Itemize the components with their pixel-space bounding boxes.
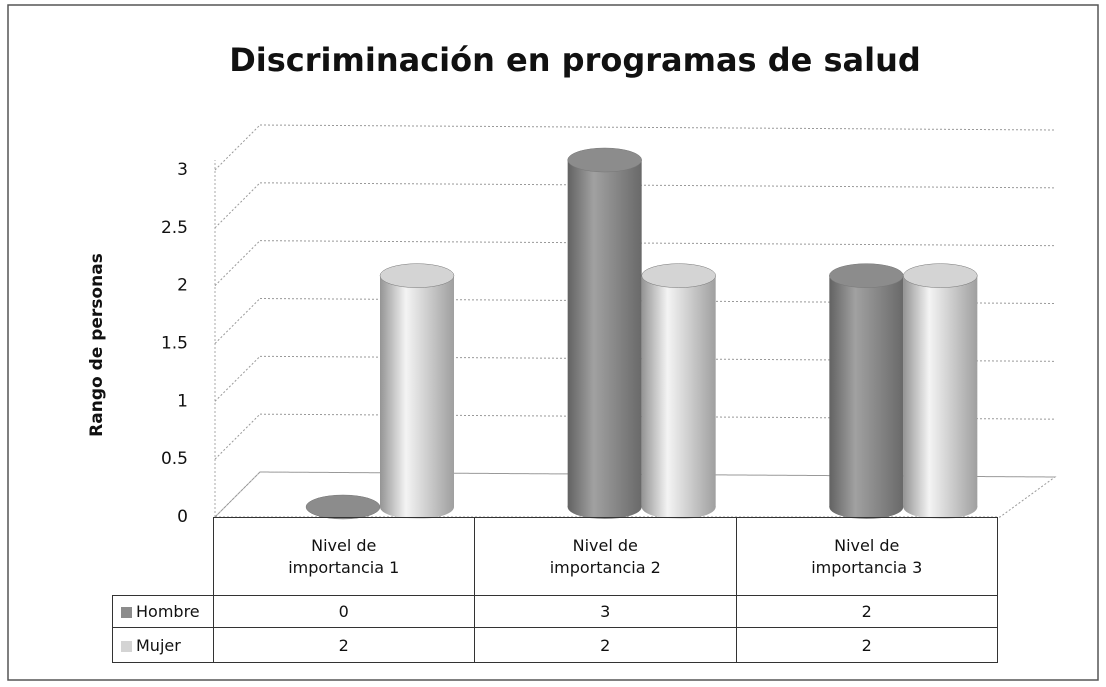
y-tick-label: 1.5 bbox=[161, 334, 188, 354]
y-tick-label: 0.5 bbox=[161, 449, 188, 469]
legend-cell: Hombre bbox=[112, 595, 214, 628]
grid-line bbox=[214, 182, 261, 229]
y-axis-label: Rango de personas bbox=[87, 253, 107, 437]
chart-border bbox=[7, 4, 1099, 681]
y-tick-label: 2 bbox=[177, 276, 188, 296]
bar-body bbox=[829, 275, 904, 507]
grid-line bbox=[214, 240, 261, 287]
grid-line bbox=[214, 124, 261, 171]
table-corner bbox=[112, 517, 214, 596]
table-category: Nivel de importancia 1 bbox=[212, 517, 475, 596]
table-value: 2 bbox=[474, 627, 737, 663]
bar-top bbox=[903, 263, 978, 288]
bar-base bbox=[829, 495, 904, 519]
category-label: Nivel de importancia 2 bbox=[549, 535, 661, 577]
bar-body bbox=[903, 275, 978, 507]
grid-line bbox=[259, 124, 1056, 131]
bar-base bbox=[641, 495, 716, 519]
bar-top bbox=[829, 263, 904, 288]
legend-swatch bbox=[121, 640, 132, 652]
bar-base bbox=[380, 495, 454, 519]
table-value: 2 bbox=[735, 595, 998, 628]
table-value: 3 bbox=[474, 595, 737, 628]
category-label: Nivel de importancia 1 bbox=[288, 535, 400, 577]
legend-label: Hombre bbox=[136, 602, 200, 621]
category-label: Nivel de importancia 3 bbox=[811, 535, 923, 577]
bar-top bbox=[567, 147, 642, 173]
y-tick-label: 0 bbox=[177, 507, 188, 527]
grid-line bbox=[214, 298, 261, 344]
table-value: 0 bbox=[212, 595, 475, 628]
bar bbox=[829, 263, 904, 519]
table-row: Mujer 2 2 2 bbox=[112, 627, 998, 663]
bar-body bbox=[567, 160, 642, 507]
chart-title: Discriminación en programas de salud bbox=[229, 41, 921, 79]
legend-label: Mujer bbox=[136, 635, 181, 655]
table-value: 2 bbox=[735, 627, 998, 663]
floor bbox=[213, 471, 1057, 518]
bar bbox=[641, 263, 716, 519]
bar-base bbox=[903, 495, 978, 519]
table-value: 2 bbox=[212, 627, 475, 663]
grid-line bbox=[214, 413, 261, 460]
bar-top bbox=[305, 494, 381, 520]
y-tick-label: 2.5 bbox=[161, 218, 188, 238]
bar bbox=[379, 263, 455, 519]
bar bbox=[305, 494, 381, 520]
bar bbox=[567, 147, 642, 519]
bar bbox=[903, 263, 978, 519]
y-tick-label: 1 bbox=[177, 391, 188, 411]
legend-swatch bbox=[121, 607, 132, 618]
table-row: Hombre 0 3 2 bbox=[112, 595, 998, 628]
data-table: Nivel de importancia 1 Nivel de importan… bbox=[112, 517, 998, 663]
grid-line bbox=[259, 240, 1056, 247]
y-tick-label: 3 bbox=[177, 160, 188, 180]
bar-top bbox=[379, 263, 455, 288]
table-category: Nivel de importancia 2 bbox=[474, 517, 737, 596]
bar-body bbox=[380, 275, 454, 507]
legend-cell: Mujer bbox=[112, 627, 214, 663]
bar-top bbox=[641, 263, 716, 288]
table-category: Nivel de importancia 3 bbox=[735, 517, 998, 596]
grid-line bbox=[214, 355, 261, 402]
bar-body bbox=[641, 275, 716, 507]
bar-base bbox=[567, 495, 642, 519]
grid-line bbox=[259, 182, 1056, 189]
grid-line bbox=[214, 471, 261, 518]
